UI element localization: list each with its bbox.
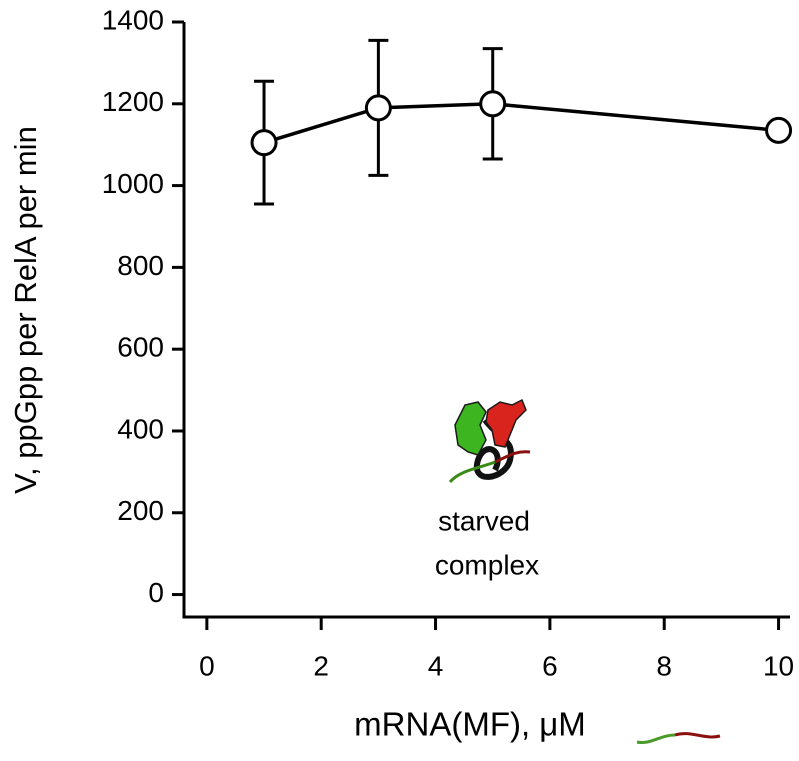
- y-tick-label: 200: [117, 495, 164, 526]
- marker: [765, 116, 793, 144]
- x-tick-label: 10: [763, 650, 794, 681]
- y-tick-label: 800: [117, 250, 164, 281]
- x-tick-label: 2: [313, 650, 329, 681]
- annotation: complex: [435, 549, 539, 580]
- x-tick-label: 6: [542, 650, 558, 681]
- mrna-icon: [636, 732, 721, 745]
- y-tick-label: 1400: [102, 4, 164, 35]
- x-tick-label: 8: [656, 650, 672, 681]
- x-tick-label: 4: [428, 650, 444, 681]
- y-tick-label: 400: [117, 413, 164, 444]
- y-tick-label: 1200: [102, 86, 164, 117]
- y-axis-label: V, ppGpp per RelA per min: [8, 126, 43, 494]
- complex-icon: [448, 398, 531, 484]
- marker: [364, 94, 392, 122]
- y-tick-label: 600: [117, 332, 164, 363]
- x-tick-label: 0: [199, 650, 215, 681]
- x-axis-label: mRNA(MF), μM: [354, 706, 586, 743]
- y-tick-label: 0: [148, 577, 164, 608]
- marker: [250, 129, 278, 157]
- series-line: [263, 102, 779, 145]
- marker: [479, 90, 507, 118]
- y-tick-label: 1000: [102, 168, 164, 199]
- annotation: starved: [438, 505, 530, 536]
